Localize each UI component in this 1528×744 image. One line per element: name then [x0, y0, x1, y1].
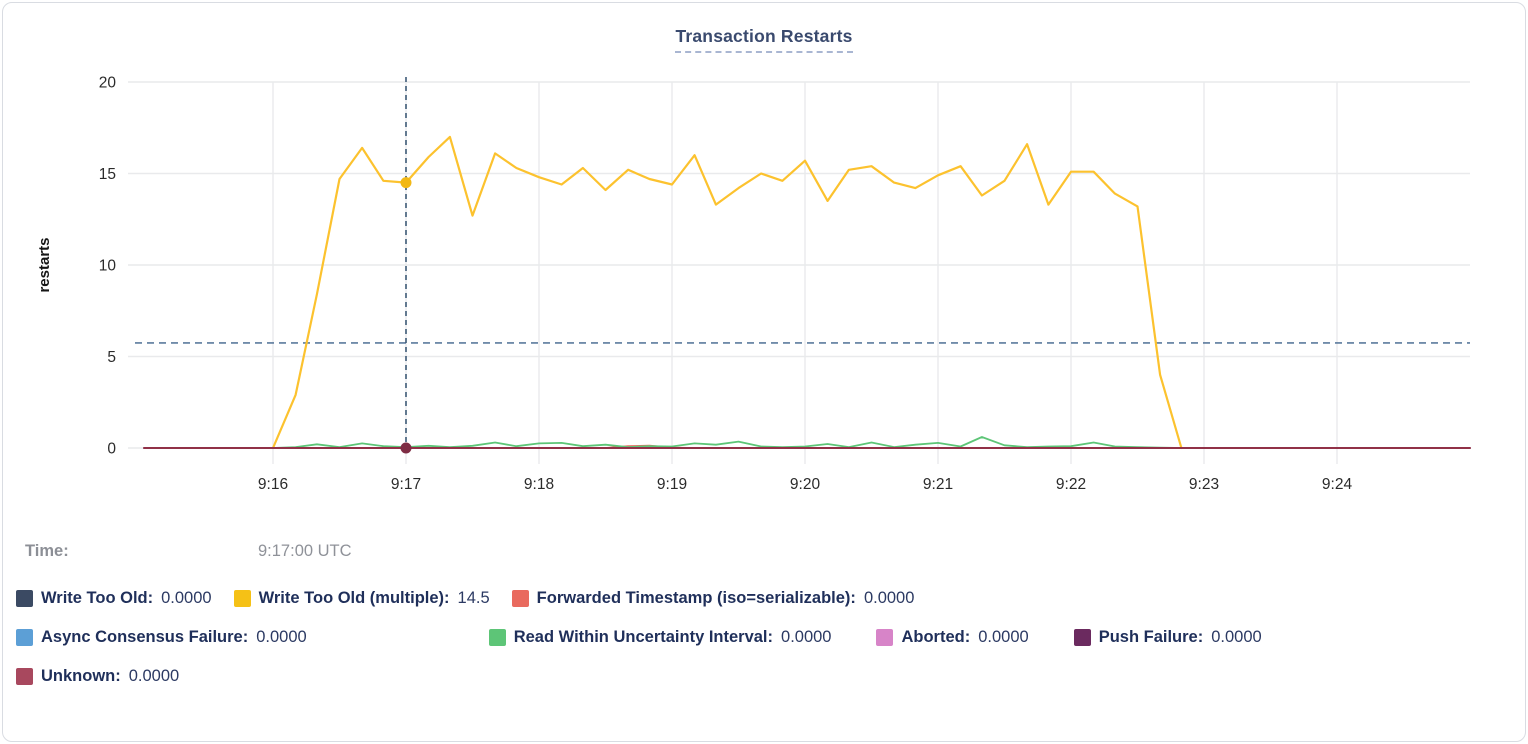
x-tick-label: 9:21 [923, 476, 953, 493]
legend-label: Unknown: [41, 667, 121, 685]
x-tick-label: 9:17 [391, 476, 421, 493]
legend-item: Read Within Uncertainty Interval: 0.0000 [488, 628, 832, 647]
x-tick-label: 9:22 [1056, 476, 1086, 493]
legend-item: Write Too Old (multiple): 14.5 [233, 589, 490, 608]
hover-time-row: Time: 9:17:00 UTC [25, 542, 1508, 566]
legend-label: Async Consensus Failure: [41, 628, 249, 646]
legend-row: Async Consensus Failure: 0.0000 Read Withi… [16, 628, 1518, 647]
hover-time-label: Time: [25, 542, 69, 560]
legend-value: 0.0000 [978, 628, 1029, 646]
y-tick-label: 15 [99, 166, 116, 183]
x-tick-label: 9:16 [258, 476, 288, 493]
chart-title-text[interactable]: Transaction Restarts [675, 26, 853, 53]
legend-row: Write Too Old: 0.0000 Write Too Old (multi… [16, 589, 1518, 608]
legend-swatch-icon [511, 590, 529, 607]
legend-item: Forwarded Timestamp (iso=serializable): 0… [511, 589, 915, 608]
legend-swatch-icon [1073, 629, 1091, 646]
legend-swatch-icon [16, 590, 33, 607]
y-tick-label: 0 [107, 441, 116, 458]
legend-label: Aborted: [901, 628, 971, 646]
transaction-restarts-chart[interactable]: 0 5 10 15 20 9:16 9:17 9:18 9:19 9:20 9:21 9:22 9:23… [0, 0, 1528, 530]
legend-value: 0.0000 [863, 589, 915, 607]
legend-value: 0.0000 [128, 667, 180, 685]
y-tick-label: 10 [99, 258, 117, 275]
legend-value: 14.5 [457, 589, 490, 607]
legend-item: Push Failure: 0.0000 [1073, 628, 1262, 647]
legend-label: Write Too Old: [41, 589, 154, 607]
legend-label: Push Failure: [1098, 628, 1204, 646]
series-line [271, 135, 1183, 450]
legend-value: 0.0000 [256, 628, 307, 646]
legend-value: 0.0000 [161, 589, 212, 607]
legend-swatch-icon [16, 668, 33, 685]
legend-swatch-icon [16, 629, 33, 646]
x-tick-label: 9:24 [1322, 476, 1353, 493]
chart-title: Transaction Restarts [0, 26, 1528, 53]
chart-legend: Write Too Old: 0.0000 Write Too Old (multi… [16, 589, 1518, 706]
legend-swatch-icon [488, 629, 506, 646]
legend-label: Forwarded Timestamp (iso=serializable): [536, 589, 856, 607]
hover-point [400, 177, 412, 189]
legend-swatch-icon [233, 590, 251, 607]
x-tick-label: 9:20 [790, 476, 821, 493]
legend-item: Unknown: 0.0000 [16, 667, 179, 686]
y-tick-label: 20 [99, 75, 117, 92]
legend-item: Aborted: 0.0000 [876, 628, 1029, 647]
legend-item: Write Too Old: 0.0000 [16, 589, 212, 608]
hover-point [400, 442, 412, 454]
x-tick-label: 9:23 [1189, 476, 1219, 493]
y-axis-title: restarts [36, 237, 53, 292]
legend-label: Read Within Uncertainty Interval: [513, 628, 774, 646]
legend-value: 0.0000 [781, 628, 832, 646]
hover-time-value: 9:17:00 UTC [258, 542, 352, 560]
legend-item: Async Consensus Failure: 0.0000 [16, 628, 307, 647]
legend-label: Write Too Old (multiple): [258, 589, 450, 607]
x-tick-label: 9:19 [657, 476, 687, 493]
legend-swatch-icon [876, 629, 894, 646]
legend-value: 0.0000 [1211, 628, 1262, 646]
legend-row: Unknown: 0.0000 [16, 667, 1518, 686]
x-tick-label: 9:18 [524, 476, 554, 493]
y-tick-label: 5 [107, 349, 116, 366]
